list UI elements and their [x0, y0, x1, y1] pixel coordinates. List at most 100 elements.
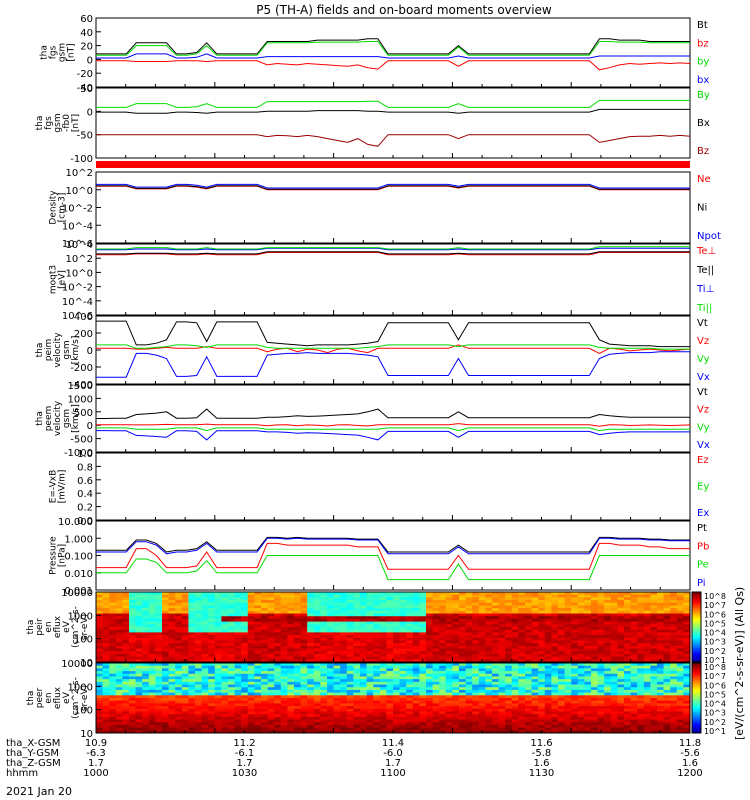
heatmap-cell [630, 632, 638, 636]
heatmap-cell [511, 708, 519, 712]
heatmap-cell [485, 651, 493, 655]
heatmap-cell [221, 608, 229, 612]
heatmap-cell [379, 673, 387, 677]
heatmap-cell [624, 724, 632, 729]
heatmap-cell [340, 724, 348, 729]
heatmap-cell [353, 711, 361, 715]
heatmap-cell [571, 695, 579, 699]
heatmap-cell [241, 716, 249, 721]
heatmap-cell [591, 640, 599, 644]
heatmap-cell [591, 651, 599, 655]
heatmap-cell [300, 703, 308, 707]
heatmap-cell [280, 597, 288, 601]
heatmap-cell [287, 706, 295, 710]
heatmap-cell [485, 597, 493, 601]
heatmap-cell [228, 592, 236, 596]
heatmap-cell [624, 703, 632, 707]
heatmap-cell [538, 613, 546, 617]
heatmap-cell [221, 727, 229, 731]
heatmap-cell [327, 651, 335, 655]
heatmap-cell [604, 676, 612, 680]
heatmap-cell [498, 711, 506, 715]
heatmap-cell [412, 692, 420, 696]
heatmap-cell [617, 592, 625, 596]
heatmap-cell [155, 643, 163, 647]
heatmap-cell [346, 651, 354, 655]
heatmap-cell [327, 648, 335, 652]
heatmap-cell [142, 673, 150, 677]
heatmap-cell [412, 673, 420, 677]
heatmap-cell [657, 673, 665, 677]
heatmap-cell [247, 706, 255, 710]
heatmap-cell [274, 727, 282, 731]
heatmap-cell [142, 668, 150, 672]
heatmap-cell [452, 727, 460, 731]
heatmap-cell [544, 643, 552, 647]
heatmap-cell [353, 681, 361, 686]
heatmap-cell [155, 665, 163, 669]
heatmap-cell [287, 665, 295, 669]
heatmap-cell [577, 624, 585, 628]
heatmap-cell [313, 684, 321, 688]
heatmap-cell [327, 692, 335, 696]
heatmap-cell [610, 663, 618, 667]
heatmap-cell [247, 651, 255, 655]
heatmap-cell [432, 714, 440, 718]
heatmap-cell [254, 730, 262, 734]
heatmap-cell [102, 698, 110, 702]
heatmap-cell [525, 618, 533, 623]
heatmap-cell [610, 687, 618, 691]
heatmap-cell [630, 592, 638, 596]
heatmap-cell [591, 613, 599, 617]
heatmap-cell [445, 719, 453, 723]
plot-title: P5 (TH-A) fields and on-board moments ov… [256, 3, 552, 17]
heatmap-cell [624, 656, 632, 660]
heatmap-cell [221, 679, 229, 683]
heatmap-cell [439, 592, 447, 596]
heatmap-cell [564, 698, 572, 702]
heatmap-cell [267, 653, 275, 658]
heatmap-cell [624, 605, 632, 609]
heatmap-cell [294, 673, 302, 677]
heatmap-cell [221, 719, 229, 723]
heatmap-cell [604, 719, 612, 723]
heatmap-cell [313, 668, 321, 672]
heatmap-cell [241, 684, 249, 688]
heatmap-cell [624, 659, 632, 663]
heatmap-cell [459, 594, 467, 598]
heatmap-cell [129, 653, 137, 658]
heatmap-cell [445, 594, 453, 598]
heatmap-cell [406, 714, 414, 718]
heatmap-cell [617, 618, 625, 623]
heatmap-cell [353, 716, 361, 721]
heatmap-cell [617, 706, 625, 710]
heatmap-cell [538, 671, 546, 675]
heatmap-cell [459, 640, 467, 644]
heatmap-cell [109, 637, 117, 641]
heatmap-cell [122, 714, 130, 718]
heatmap-cell [419, 698, 427, 702]
heatmap-cell [498, 665, 506, 669]
heatmap-cell [399, 616, 407, 620]
heatmap-cell [564, 671, 572, 675]
heatmap-cell [439, 651, 447, 655]
heatmap-cell [214, 722, 222, 726]
legend-entry: Ti|| [696, 303, 712, 314]
heatmap-cell [676, 613, 684, 617]
heatmap-cell [162, 624, 170, 628]
heatmap-cell [313, 653, 321, 658]
heatmap-cell [109, 724, 117, 729]
heatmap-cell [353, 663, 361, 667]
heatmap-cell [406, 627, 414, 631]
heatmap-cell [274, 714, 282, 718]
heatmap-cell [247, 730, 255, 734]
heatmap-cell [142, 613, 150, 617]
heatmap-cell [498, 613, 506, 617]
heatmap-cell [544, 605, 552, 609]
heatmap-cell [577, 708, 585, 712]
heatmap-cell [637, 706, 645, 710]
heatmap-cell [366, 621, 374, 625]
heatmap-cell [624, 684, 632, 688]
heatmap-cell [208, 643, 216, 647]
heatmap-cell [307, 695, 315, 699]
